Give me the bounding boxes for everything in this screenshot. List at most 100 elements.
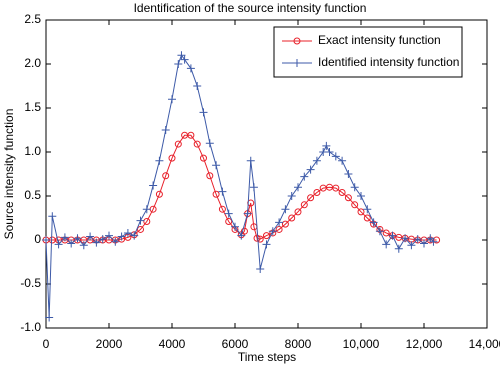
marker — [313, 188, 321, 196]
marker — [375, 227, 384, 236]
marker — [420, 239, 428, 248]
marker — [180, 55, 189, 64]
marker — [224, 209, 233, 218]
marker — [48, 212, 57, 221]
marker — [86, 232, 95, 241]
x-tick-label: 12,000 — [406, 337, 443, 351]
marker — [363, 214, 371, 222]
marker — [92, 238, 101, 247]
marker — [312, 156, 321, 165]
marker — [429, 237, 438, 246]
marker — [275, 225, 283, 233]
marker — [193, 140, 201, 148]
x-tick-label: 6000 — [222, 337, 249, 351]
marker — [394, 244, 403, 253]
marker — [73, 234, 82, 243]
marker — [249, 183, 258, 192]
marker — [193, 82, 202, 90]
plot-frame — [45, 19, 488, 329]
marker — [401, 234, 410, 243]
marker — [350, 183, 359, 192]
y-axis-label: Source intensity function — [2, 109, 16, 240]
series-line — [46, 134, 437, 241]
marker — [344, 170, 353, 178]
y-tick-label: 2.0 — [24, 56, 41, 70]
marker — [168, 95, 176, 104]
marker — [256, 235, 264, 243]
marker — [111, 237, 120, 246]
marker — [382, 240, 391, 249]
legend-box — [273, 26, 463, 78]
marker — [200, 154, 207, 162]
legend-label: Exact intensity function — [318, 33, 441, 47]
marker — [243, 209, 252, 218]
marker — [294, 183, 302, 192]
marker — [218, 205, 226, 213]
marker — [212, 190, 220, 198]
marker — [240, 227, 248, 235]
marker — [369, 218, 378, 227]
marker — [186, 64, 195, 73]
marker — [231, 222, 239, 231]
marker — [130, 231, 139, 240]
marker — [325, 148, 334, 156]
marker — [123, 228, 132, 237]
x-tick-label: 4000 — [159, 337, 186, 351]
marker — [357, 192, 365, 200]
y-tick-label: -0.5 — [20, 276, 41, 290]
y-tick-label: 1.0 — [24, 144, 41, 158]
x-tick-label: 10,000 — [343, 337, 380, 351]
marker — [117, 232, 126, 241]
marker — [388, 231, 397, 240]
marker — [294, 208, 302, 216]
marker — [174, 60, 183, 68]
marker — [300, 201, 308, 209]
marker — [306, 165, 315, 174]
marker — [331, 152, 340, 161]
marker — [149, 181, 158, 190]
marker — [253, 234, 261, 242]
marker — [293, 59, 301, 67]
marker — [293, 37, 301, 45]
legend: Exact intensity function Identified inten… — [273, 26, 463, 78]
series-line — [45, 54, 434, 318]
marker — [174, 140, 182, 148]
marker — [136, 216, 145, 225]
marker — [155, 156, 164, 165]
marker — [300, 172, 309, 181]
marker — [338, 188, 346, 196]
marker — [137, 225, 144, 233]
marker — [307, 194, 315, 202]
x-tick-label: 14,000 — [469, 337, 500, 351]
marker — [263, 232, 270, 240]
x-axis-label: Time steps — [238, 350, 296, 364]
marker — [155, 190, 163, 198]
marker — [407, 241, 416, 250]
marker — [268, 227, 277, 236]
marker — [225, 218, 233, 226]
marker — [205, 139, 214, 148]
chart-title: Identification of the source intensity f… — [134, 1, 367, 15]
marker — [413, 235, 422, 244]
marker — [363, 205, 372, 214]
marker — [199, 108, 208, 117]
marker — [54, 240, 63, 249]
x-tick-label: 2000 — [96, 337, 123, 351]
marker — [382, 229, 390, 237]
marker — [98, 235, 107, 244]
marker — [338, 156, 347, 165]
marker — [67, 239, 76, 248]
x-tick-label: 8000 — [285, 337, 312, 351]
marker — [262, 240, 271, 249]
marker — [218, 187, 227, 196]
x-tick-label: 0 — [43, 337, 50, 351]
y-tick-label: 0 — [34, 232, 41, 246]
marker — [281, 205, 290, 214]
marker — [322, 141, 331, 150]
marker — [275, 218, 284, 227]
marker — [281, 220, 289, 228]
marker — [177, 51, 186, 60]
marker — [161, 126, 170, 134]
